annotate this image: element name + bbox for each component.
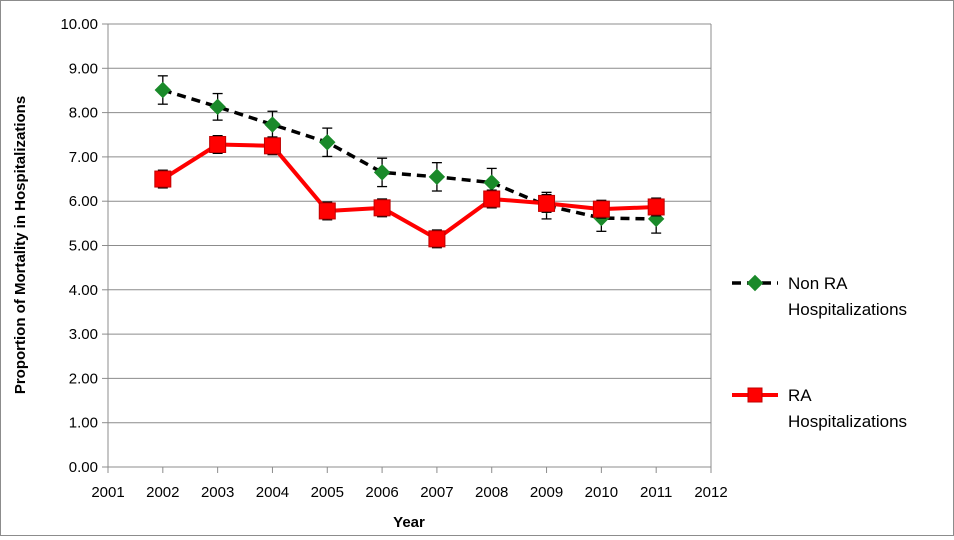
series-layer <box>154 75 665 249</box>
x-tick-label: 2003 <box>201 484 234 501</box>
y-tick-label: 5.00 <box>69 238 98 255</box>
data-point <box>428 168 446 186</box>
y-tick-label: 7.00 <box>69 149 98 166</box>
y-axis-label: Proportion of Mortality in Hospitalizati… <box>12 96 29 394</box>
legend-label: RA <box>788 386 812 405</box>
series-line <box>162 88 657 221</box>
x-tick-label: 2004 <box>256 484 289 501</box>
data-point <box>373 164 391 181</box>
data-point <box>209 98 226 116</box>
y-tick-label: 10.00 <box>60 16 98 33</box>
legend-item: RA Hospitalizations <box>732 386 907 431</box>
y-tick-label: 6.00 <box>69 193 98 210</box>
legend: Non RA Hospitalizations RA Hospitalizations <box>732 274 907 431</box>
x-tick-label: 2001 <box>91 484 124 501</box>
legend-label: Hospitalizations <box>788 412 907 431</box>
axes <box>102 23 712 473</box>
x-tick-label: 2002 <box>146 484 179 501</box>
x-tick-label: 2012 <box>694 484 727 501</box>
x-tick-label: 2005 <box>311 484 344 501</box>
data-point <box>538 194 556 212</box>
data-point <box>483 174 500 191</box>
series-ra <box>154 134 665 249</box>
x-tick-label: 2007 <box>420 484 453 501</box>
y-tick-label: 2.00 <box>69 370 98 387</box>
gridlines <box>108 23 712 468</box>
x-tick-label: 2009 <box>530 484 563 501</box>
legend-item: Non RA Hospitalizations <box>732 274 907 319</box>
series-non-ra <box>154 75 665 234</box>
y-tick-label: 1.00 <box>69 415 98 432</box>
y-tick-label: 3.00 <box>69 326 98 343</box>
data-point <box>373 199 391 217</box>
data-point <box>318 202 336 220</box>
data-point <box>154 81 172 99</box>
legend-marker <box>746 274 764 292</box>
data-point <box>263 137 281 155</box>
y-tick-label: 0.00 <box>69 459 98 476</box>
y-tick-labels: 0.00 1.00 2.00 3.00 4.00 5.00 6.00 7.00 8.00 9.00… <box>60 16 98 476</box>
legend-label: Non RA <box>788 274 848 293</box>
x-tick-label: 2008 <box>475 484 508 501</box>
y-tick-label: 8.00 <box>69 105 98 122</box>
y-tick-label: 4.00 <box>69 282 98 299</box>
legend-label: Hospitalizations <box>788 300 907 319</box>
y-tick-label: 9.00 <box>69 60 98 77</box>
legend-marker <box>747 387 763 403</box>
x-axis-label: Year <box>393 514 425 531</box>
x-tick-labels: 2001 2002 2003 2004 2005 2006 2007 2008 2009 2010… <box>91 484 727 501</box>
data-point <box>483 190 501 208</box>
x-tick-label: 2011 <box>640 484 672 501</box>
data-point <box>647 198 665 216</box>
data-point <box>592 200 610 218</box>
data-point <box>264 116 281 133</box>
x-tick-label: 2006 <box>365 484 398 501</box>
data-point <box>154 170 172 188</box>
series-line <box>161 142 657 241</box>
data-point <box>209 135 227 153</box>
x-tick-label: 2010 <box>585 484 618 501</box>
data-point <box>319 134 336 151</box>
data-point <box>428 230 446 248</box>
